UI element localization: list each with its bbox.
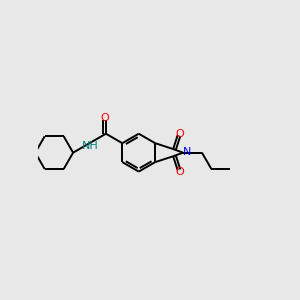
Text: N: N bbox=[182, 147, 191, 157]
Text: O: O bbox=[175, 129, 184, 139]
Text: NH: NH bbox=[82, 141, 98, 152]
Text: O: O bbox=[175, 167, 184, 177]
Text: O: O bbox=[100, 113, 109, 123]
